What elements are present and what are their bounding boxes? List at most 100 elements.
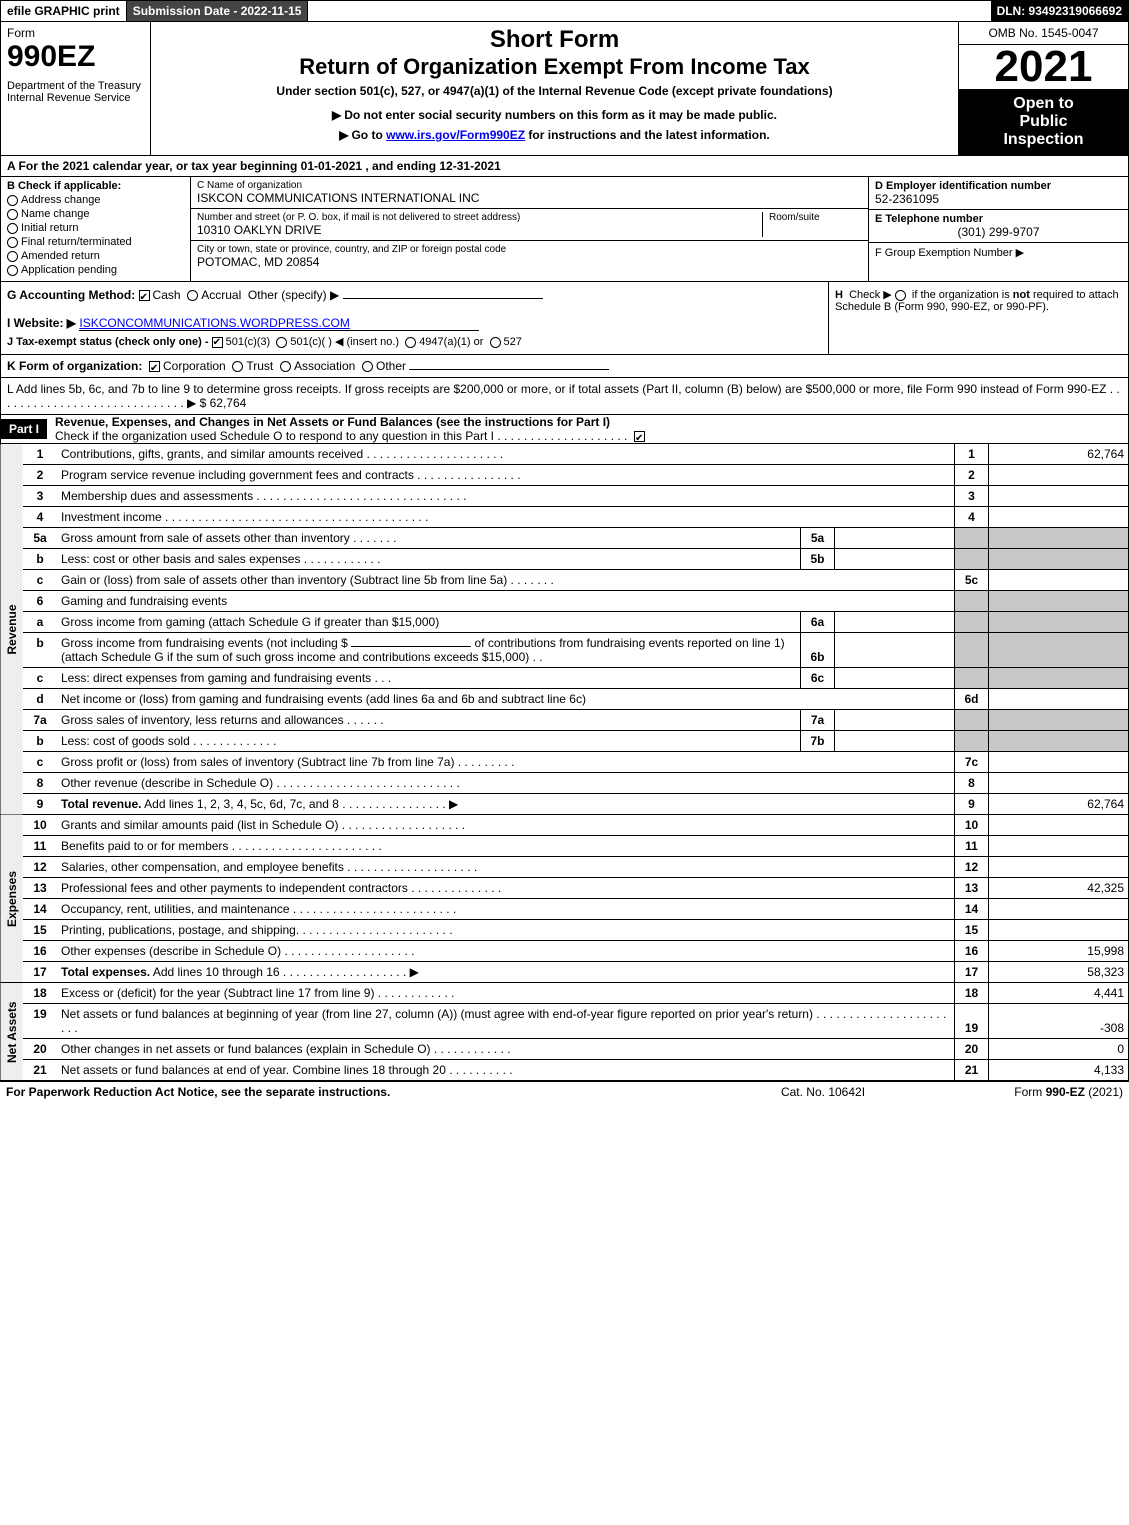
l6a-sv (835, 612, 955, 633)
l11-n: 11 (23, 836, 57, 857)
j-501c3: 501(c)(3) (226, 336, 271, 348)
col-def: D Employer identification number 52-2361… (868, 177, 1128, 281)
part1-grid: Revenue 1 Contributions, gifts, grants, … (0, 444, 1129, 1081)
header-mid: Short Form Return of Organization Exempt… (151, 22, 958, 155)
l17-n: 17 (23, 962, 57, 983)
header-left: Form 990EZ Department of the Treasury In… (1, 22, 151, 155)
efile-print[interactable]: efile GRAPHIC print (1, 1, 127, 21)
i-line: I Website: ▶ ISKCONCOMMUNICATIONS.WORDPR… (7, 316, 822, 331)
l7c-d: Gross profit or (loss) from sales of inv… (57, 752, 955, 773)
j-527: 527 (504, 336, 522, 348)
l6b-v (989, 633, 1129, 668)
l5b-sv (835, 549, 955, 570)
l7a-v (989, 710, 1129, 731)
chk-name[interactable]: Name change (7, 208, 184, 220)
h-cb[interactable] (895, 290, 906, 301)
k-corp-cb[interactable] (149, 361, 160, 372)
l6d-rn: 6d (955, 689, 989, 710)
j-501c3-cb[interactable] (212, 337, 223, 348)
g-cash-cb[interactable] (139, 290, 150, 301)
l10-rn: 10 (955, 815, 989, 836)
l11-v (989, 836, 1129, 857)
c-name-cell: C Name of organization ISKCON COMMUNICAT… (191, 177, 868, 209)
l6-rn (955, 591, 989, 612)
j-501c-cb[interactable] (276, 337, 287, 348)
l19-n: 19 (23, 1004, 57, 1039)
chk-address-label: Address change (21, 194, 101, 206)
f-label: F Group Exemption Number ▶ (875, 246, 1122, 259)
l6b-blank[interactable] (351, 646, 471, 647)
l5a-sv (835, 528, 955, 549)
footer-cat: Cat. No. 10642I (723, 1085, 923, 1099)
c-name-label: C Name of organization (197, 180, 862, 191)
c-street-label: Number and street (or P. O. box, if mail… (197, 212, 762, 223)
l5b-sn: 5b (801, 549, 835, 570)
l4-n: 4 (23, 507, 57, 528)
part1-sub: Check if the organization used Schedule … (55, 429, 1128, 443)
l9-v: 62,764 (989, 794, 1129, 815)
chk-final[interactable]: Final return/terminated (7, 236, 184, 248)
k-other-blank[interactable] (409, 369, 609, 370)
l8-v (989, 773, 1129, 794)
k-other-cb[interactable] (362, 361, 373, 372)
goto-link[interactable]: www.irs.gov/Form990EZ (386, 128, 525, 142)
l5b-v (989, 549, 1129, 570)
footer-right-pre: Form (1014, 1085, 1045, 1099)
l15-d: Printing, publications, postage, and shi… (57, 920, 955, 941)
i-website[interactable]: ISKCONCOMMUNICATIONS.WORDPRESS.COM (79, 316, 479, 331)
col-b: B Check if applicable: Address change Na… (1, 177, 191, 281)
l10-v (989, 815, 1129, 836)
chk-initial-label: Initial return (21, 222, 78, 234)
chk-pending-label: Application pending (21, 264, 117, 276)
j-line: J Tax-exempt status (check only one) - 5… (7, 335, 822, 348)
chk-amended[interactable]: Amended return (7, 250, 184, 262)
l21-n: 21 (23, 1060, 57, 1081)
l5b-d: Less: cost or other basis and sales expe… (57, 549, 801, 570)
l1-n: 1 (23, 444, 57, 465)
l20-rn: 20 (955, 1039, 989, 1060)
open-public: Open to Public Inspection (959, 89, 1128, 155)
k-trust-cb[interactable] (232, 361, 243, 372)
goto-pre: Go to (339, 128, 386, 142)
e-value: (301) 299-9707 (875, 225, 1122, 239)
row-a: A For the 2021 calendar year, or tax yea… (0, 156, 1129, 177)
j-527-cb[interactable] (490, 337, 501, 348)
chk-final-label: Final return/terminated (21, 236, 132, 248)
chk-address[interactable]: Address change (7, 194, 184, 206)
netassets-side-label: Net Assets (1, 983, 24, 1081)
l7a-sv (835, 710, 955, 731)
k-assoc-cb[interactable] (280, 361, 291, 372)
footer-right-post: (2021) (1085, 1085, 1123, 1099)
footer-left: For Paperwork Reduction Act Notice, see … (6, 1085, 723, 1099)
l7c-n: c (23, 752, 57, 773)
l6c-d: Less: direct expenses from gaming and fu… (57, 668, 801, 689)
k-assoc: Association (294, 359, 355, 373)
g-other-blank[interactable] (343, 298, 543, 299)
h-box: H Check ▶ if the organization is not req… (828, 282, 1128, 354)
part1-title: Revenue, Expenses, and Changes in Net As… (55, 415, 1128, 429)
l1-d: Contributions, gifts, grants, and simila… (57, 444, 955, 465)
l7a-rn (955, 710, 989, 731)
l4-v (989, 507, 1129, 528)
chk-pending[interactable]: Application pending (7, 264, 184, 276)
gh-left: G Accounting Method: Cash Accrual Other … (1, 282, 828, 354)
part1-chk[interactable] (634, 431, 645, 442)
irs: Internal Revenue Service (7, 92, 144, 104)
chk-initial[interactable]: Initial return (7, 222, 184, 234)
goto-line: Go to www.irs.gov/Form990EZ for instruct… (157, 128, 952, 142)
open3: Inspection (963, 131, 1124, 149)
l5c-rn: 5c (955, 570, 989, 591)
col-c: C Name of organization ISKCON COMMUNICAT… (191, 177, 868, 281)
l5a-rn (955, 528, 989, 549)
ssn-warning: Do not enter social security numbers on … (157, 108, 952, 122)
j-4947-cb[interactable] (405, 337, 416, 348)
expenses-side-label: Expenses (1, 815, 24, 983)
l14-rn: 14 (955, 899, 989, 920)
l7b-n: b (23, 731, 57, 752)
l8-rn: 8 (955, 773, 989, 794)
g-accrual-cb[interactable] (187, 290, 198, 301)
k-row: K Form of organization: Corporation Trus… (0, 355, 1129, 378)
l16-v: 15,998 (989, 941, 1129, 962)
l6d-d: Net income or (loss) from gaming and fun… (57, 689, 955, 710)
l7c-v (989, 752, 1129, 773)
